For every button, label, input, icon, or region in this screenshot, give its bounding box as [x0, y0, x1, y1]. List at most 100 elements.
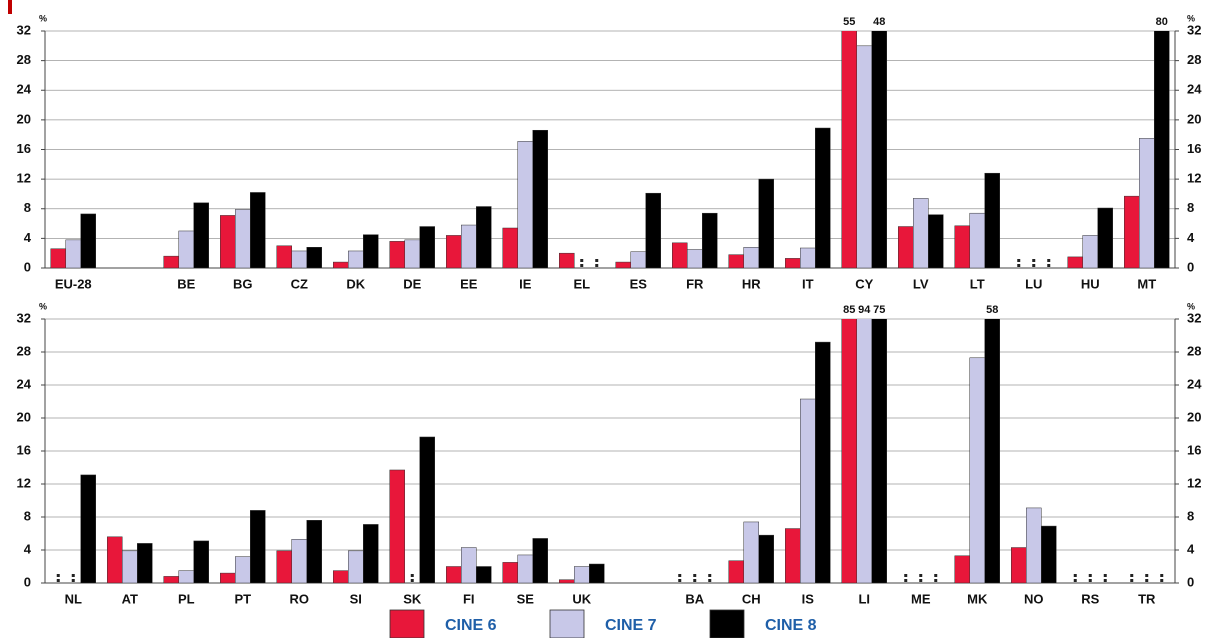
bar [137, 543, 153, 583]
missing-marker [580, 264, 584, 267]
bar [928, 214, 944, 268]
missing-marker [708, 579, 712, 582]
bar [969, 357, 985, 583]
x-tick-label: EE [460, 276, 478, 291]
y-tick-label: 24 [17, 82, 32, 97]
y-tick-label-right: 8 [1187, 200, 1194, 215]
bar [702, 212, 718, 268]
missing-marker [1130, 579, 1134, 582]
bar [178, 570, 194, 583]
y-tick-label: 16 [17, 141, 31, 156]
missing-marker [1088, 574, 1092, 577]
y-unit: % [39, 13, 47, 23]
bar [250, 510, 266, 583]
legend-swatch [549, 609, 585, 638]
bar [1082, 235, 1098, 268]
bar [276, 550, 292, 583]
bar [1139, 138, 1155, 268]
x-tick-label: AT [122, 591, 138, 606]
missing-marker [1047, 264, 1051, 267]
missing-marker [56, 579, 60, 582]
bar [163, 255, 179, 268]
y-tick-label-right: 12 [1187, 475, 1201, 490]
x-tick-label: PL [178, 591, 195, 606]
bar [419, 436, 435, 583]
x-tick-label: BA [685, 591, 704, 606]
x-tick-label: DK [346, 276, 365, 291]
x-tick-label: SK [403, 591, 422, 606]
bar [758, 178, 774, 268]
y-tick-label: 4 [24, 230, 32, 245]
x-tick-label: LU [1025, 276, 1042, 291]
bar [476, 566, 492, 583]
x-tick-label: RO [290, 591, 310, 606]
legend-label: CINE 8 [765, 617, 817, 634]
y-tick-label: 12 [17, 171, 31, 186]
legend-swatch [389, 609, 425, 638]
missing-marker [919, 579, 923, 582]
y-tick-label: 32 [17, 310, 31, 325]
missing-marker [1032, 264, 1036, 267]
x-tick-label: CZ [291, 276, 308, 291]
missing-marker [1017, 264, 1021, 267]
bar [984, 172, 1000, 268]
x-tick-label: MK [967, 591, 988, 606]
bar [502, 227, 518, 268]
x-tick-label: EU-28 [55, 276, 92, 291]
y-unit-right: % [1187, 301, 1195, 311]
missing-marker [1103, 579, 1107, 582]
x-tick-label: RS [1081, 591, 1099, 606]
bar [235, 209, 251, 268]
y-tick-label-right: 24 [1187, 376, 1202, 391]
bar [306, 247, 322, 268]
bar [178, 230, 194, 268]
bar [163, 576, 179, 583]
value-label: 55 [843, 16, 855, 28]
y-tick-label: 4 [24, 541, 32, 556]
bar [363, 234, 379, 268]
bar [363, 524, 379, 583]
corner-mark [8, 0, 12, 14]
bar [250, 192, 266, 268]
x-tick-label: LI [858, 591, 870, 606]
bar [517, 141, 533, 268]
bar [1067, 256, 1083, 268]
missing-marker [595, 264, 599, 267]
bar [969, 212, 985, 268]
missing-marker [708, 574, 712, 577]
x-tick-label: IE [519, 276, 532, 291]
y-tick-label-right: 12 [1187, 171, 1201, 186]
bar [235, 556, 251, 583]
bar [348, 550, 364, 583]
y-tick-label-right: 20 [1187, 111, 1201, 126]
bar [276, 245, 292, 268]
missing-marker [934, 574, 938, 577]
missing-marker [71, 579, 75, 582]
bar [532, 538, 548, 583]
y-tick-label: 12 [17, 475, 31, 490]
bar [728, 254, 744, 268]
bar [446, 235, 462, 268]
value-label: 85 [843, 304, 855, 316]
bar [800, 398, 816, 583]
missing-marker [678, 579, 682, 582]
bar [574, 566, 590, 583]
x-tick-label: ES [630, 276, 648, 291]
bar [758, 534, 774, 583]
missing-marker [934, 579, 938, 582]
y-tick-label: 8 [24, 508, 31, 523]
bar [871, 319, 887, 583]
bar [672, 242, 688, 268]
bar [1097, 207, 1113, 268]
x-tick-label: TR [1138, 591, 1156, 606]
missing-marker [1073, 574, 1077, 577]
y-tick-label: 28 [17, 343, 31, 358]
y-tick-label-right: 16 [1187, 141, 1201, 156]
bar [1011, 547, 1027, 583]
bar [785, 258, 801, 268]
y-unit: % [39, 301, 47, 311]
bar [80, 474, 96, 583]
bar [913, 198, 929, 268]
missing-marker [1145, 579, 1149, 582]
